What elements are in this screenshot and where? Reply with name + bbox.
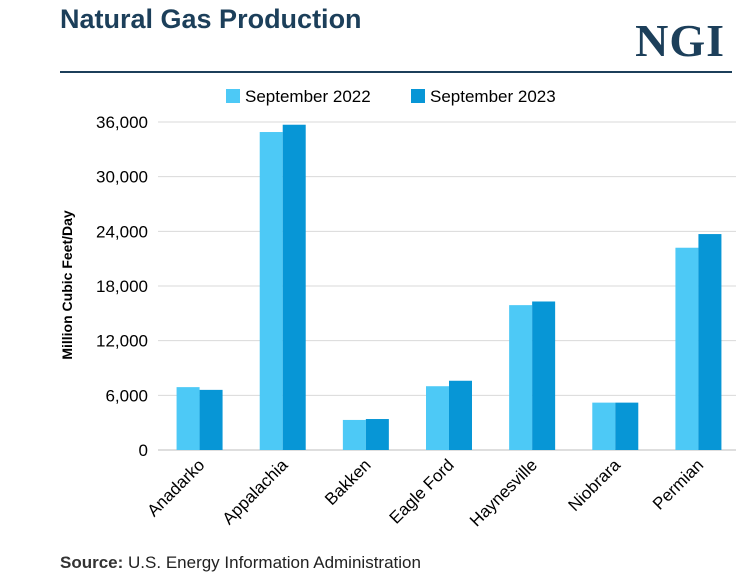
bar-eagle-ford-2022 bbox=[426, 386, 449, 450]
y-tick-label: 0 bbox=[139, 441, 148, 460]
y-tick-label: 36,000 bbox=[96, 113, 148, 132]
bar-appalachia-2023 bbox=[282, 124, 306, 450]
legend-label: September 2023 bbox=[430, 87, 556, 106]
x-axis-ticks: Anadarko Appalachia Bakken Eagle Ford Haynes… bbox=[144, 455, 708, 530]
x-tick-label: Haynesville bbox=[466, 455, 541, 530]
legend-swatch bbox=[411, 89, 425, 103]
bar-appalachia-2022 bbox=[259, 132, 283, 450]
bar-haynesville-2022 bbox=[509, 305, 533, 450]
y-tick-label: 6,000 bbox=[105, 386, 148, 405]
bar-anadarko-2023 bbox=[199, 389, 223, 450]
y-axis-label: Million Cubic Feet/Day bbox=[59, 210, 75, 360]
bar-niobrara-2022 bbox=[592, 402, 616, 450]
bar-permian-2022 bbox=[675, 247, 699, 450]
title-divider bbox=[60, 71, 732, 73]
chart-title: Natural Gas Production bbox=[60, 4, 362, 34]
bar-permian-2023 bbox=[698, 234, 722, 450]
legend-swatch bbox=[226, 89, 240, 103]
source-note: Source: U.S. Energy Information Administ… bbox=[60, 553, 421, 573]
y-tick-label: 18,000 bbox=[96, 277, 148, 296]
bar-series bbox=[176, 124, 722, 450]
bar-niobrara-2023 bbox=[615, 402, 639, 450]
source-label: Source: bbox=[60, 553, 124, 572]
bar-bakken-2022 bbox=[342, 419, 366, 450]
x-tick-label: Bakken bbox=[321, 455, 375, 509]
ngi-logo: NGI bbox=[635, 15, 725, 66]
y-axis-ticks: 0 6,000 12,000 18,000 24,000 30,000 36,000 bbox=[96, 113, 148, 460]
x-tick-label: Appalachia bbox=[219, 455, 292, 528]
x-tick-label: Anadarko bbox=[144, 455, 209, 520]
y-tick-label: 12,000 bbox=[96, 332, 148, 351]
legend-label: September 2022 bbox=[245, 87, 371, 106]
x-tick-label: Eagle Ford bbox=[386, 455, 458, 527]
bar-eagle-ford-2023 bbox=[449, 380, 472, 450]
legend: September 2022 September 2023 bbox=[226, 87, 556, 106]
bar-haynesville-2023 bbox=[532, 301, 556, 450]
bar-anadarko-2022 bbox=[176, 387, 200, 450]
x-tick-label: Permian bbox=[649, 455, 707, 513]
source-text: U.S. Energy Information Administration bbox=[128, 553, 421, 572]
bar-bakken-2023 bbox=[365, 419, 389, 450]
y-tick-label: 24,000 bbox=[96, 222, 148, 241]
gridlines bbox=[158, 121, 736, 451]
x-tick-label: Niobrara bbox=[565, 455, 625, 515]
y-tick-label: 30,000 bbox=[96, 168, 148, 187]
